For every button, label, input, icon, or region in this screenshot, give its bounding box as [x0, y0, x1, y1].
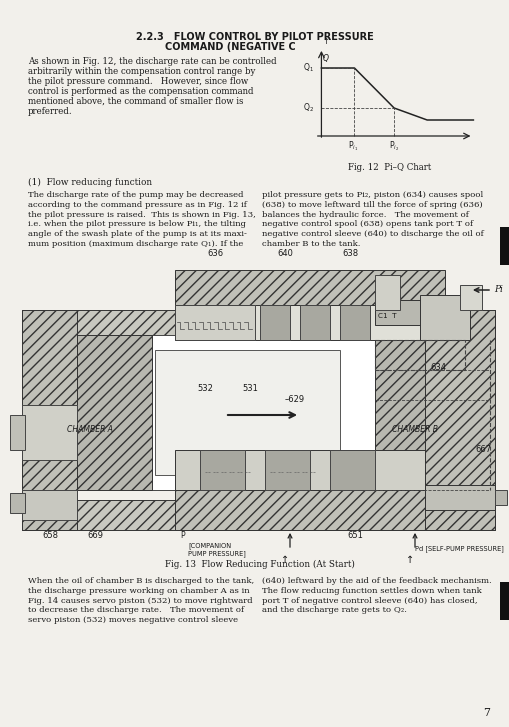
Text: ↑: ↑	[321, 37, 328, 47]
Bar	[22, 500, 494, 530]
Text: 638: 638	[341, 249, 357, 258]
Bar	[419, 295, 469, 340]
Text: Q$_1$: Q$_1$	[302, 62, 313, 74]
Text: negative control spool (638) opens tank port T of: negative control spool (638) opens tank …	[262, 220, 472, 228]
Text: the discharge pressure working on chamber A as in: the discharge pressure working on chambe…	[28, 587, 249, 595]
Text: balances the hydraulic force.   The movement of: balances the hydraulic force. The moveme…	[262, 211, 468, 219]
Text: DISCHARGE: DISCHARGE	[295, 85, 338, 91]
Text: ↑: ↑	[405, 555, 413, 565]
Text: (640) leftward by the aid of the feedback mechanism.: (640) leftward by the aid of the feedbac…	[262, 577, 491, 585]
Text: servo piston (532) moves negative control sleeve: servo piston (532) moves negative contro…	[28, 616, 238, 624]
Text: 658: 658	[42, 531, 58, 540]
Bar	[10, 415, 25, 450]
Text: Fig. 13  Flow Reducing Function (At Start): Fig. 13 Flow Reducing Function (At Start…	[165, 560, 354, 569]
Text: The discharge rate of the pump may be decreased: The discharge rate of the pump may be de…	[28, 191, 243, 199]
Bar	[499, 227, 509, 265]
Text: 634: 634	[429, 364, 445, 372]
Text: CHAMBER B: CHAMBER B	[391, 425, 437, 435]
Bar	[424, 485, 494, 510]
Text: ↑: ↑	[280, 555, 289, 565]
Bar	[459, 285, 481, 310]
Text: Fig. 12  Pi–Q Chart: Fig. 12 Pi–Q Chart	[348, 163, 431, 172]
Bar	[155, 350, 340, 475]
Text: P$_{i_2}$: P$_{i_2}$	[388, 139, 399, 153]
Text: PILOT PRESSURE Pi  →: PILOT PRESSURE Pi →	[347, 153, 431, 162]
Text: angle of the swash plate of the pump is at its maxi-: angle of the swash plate of the pump is …	[28, 230, 246, 238]
Text: As shown in Fig. 12, the discharge rate can be controlled: As shown in Fig. 12, the discharge rate …	[28, 57, 276, 66]
Text: negative control sleeve (640) to discharge the oil of: negative control sleeve (640) to dischar…	[262, 230, 483, 238]
Bar	[374, 300, 469, 325]
Text: RATE: RATE	[295, 94, 314, 100]
Bar	[424, 310, 494, 530]
Text: P$_{i_1}$: P$_{i_1}$	[347, 139, 357, 153]
Bar	[175, 305, 444, 340]
Text: 640: 640	[276, 249, 292, 258]
Text: pilot pressure gets to Pi₂, piston (634) causes spool: pilot pressure gets to Pi₂, piston (634)…	[262, 191, 483, 199]
Text: the pilot pressure command.   However, since flow: the pilot pressure command. However, sin…	[28, 77, 248, 86]
Text: Pi: Pi	[493, 286, 502, 294]
Bar	[374, 335, 424, 490]
Bar	[22, 490, 77, 520]
Text: PUMP PRESSURE]: PUMP PRESSURE]	[188, 550, 245, 557]
Text: Q$_2$: Q$_2$	[302, 102, 313, 114]
Text: CHAMBER A: CHAMBER A	[67, 425, 113, 435]
Bar	[22, 405, 77, 460]
Text: mentioned above, the command of smaller flow is: mentioned above, the command of smaller …	[28, 97, 243, 106]
Text: port T of negative control sleeve (640) has closed,: port T of negative control sleeve (640) …	[262, 597, 477, 605]
Text: Q: Q	[322, 55, 328, 63]
Text: chamber B to the tank.: chamber B to the tank.	[262, 240, 360, 248]
Bar	[22, 310, 77, 530]
Text: –629: –629	[285, 395, 304, 404]
Text: 532: 532	[196, 384, 213, 393]
Bar	[10, 493, 25, 513]
Text: 651: 651	[347, 531, 362, 540]
Text: 667: 667	[474, 446, 490, 454]
Text: arbitrarily within the compensation control range by: arbitrarily within the compensation cont…	[28, 67, 255, 76]
Bar	[200, 450, 244, 490]
Text: (1)  Flow reducing function: (1) Flow reducing function	[28, 178, 152, 187]
Text: i.e. when the pilot pressure is below Pi₁, the tilting: i.e. when the pilot pressure is below Pi…	[28, 220, 245, 228]
Text: 531: 531	[242, 384, 258, 393]
Text: When the oil of chamber B is discharged to the tank,: When the oil of chamber B is discharged …	[28, 577, 254, 585]
Text: The flow reducing function settles down when tank: The flow reducing function settles down …	[262, 587, 481, 595]
Bar	[499, 582, 509, 620]
Text: 2.2.3   FLOW CONTROL BY PILOT PRESSURE: 2.2.3 FLOW CONTROL BY PILOT PRESSURE	[136, 32, 373, 42]
Bar	[340, 305, 369, 340]
Text: control is performed as the compensation command: control is performed as the compensation…	[28, 87, 253, 96]
Bar	[77, 335, 152, 490]
Text: Fig. 14 causes servo piston (532) to move rightward: Fig. 14 causes servo piston (532) to mov…	[28, 597, 252, 605]
Bar	[22, 310, 494, 340]
Text: P: P	[180, 531, 185, 540]
Text: and the discharge rate gets to Q₂.: and the discharge rate gets to Q₂.	[262, 606, 406, 614]
Text: 636: 636	[207, 249, 222, 258]
Bar	[329, 450, 374, 490]
Text: to decrease the discharge rate.   The movement of: to decrease the discharge rate. The move…	[28, 606, 244, 614]
Bar	[265, 450, 309, 490]
Bar	[260, 305, 290, 340]
Bar	[299, 305, 329, 340]
Text: 7: 7	[482, 708, 489, 718]
Text: Pd [SELF-PUMP PRESSURE]: Pd [SELF-PUMP PRESSURE]	[414, 545, 503, 552]
Text: 669: 669	[87, 531, 103, 540]
Bar	[175, 305, 254, 340]
Text: preferred.: preferred.	[28, 107, 72, 116]
Text: the pilot pressure is raised.  This is shown in Fig. 13,: the pilot pressure is raised. This is sh…	[28, 211, 256, 219]
Bar	[374, 275, 399, 310]
Bar	[374, 340, 464, 370]
Text: mum position (maximum discharge rate Q₁). If the: mum position (maximum discharge rate Q₁)…	[28, 240, 243, 248]
Text: C1  T: C1 T	[377, 313, 395, 319]
Text: COMMAND (NEGATIVE CONTROL): COMMAND (NEGATIVE CONTROL)	[164, 42, 345, 52]
Text: according to the command pressure as in Fig. 12 if: according to the command pressure as in …	[28, 201, 246, 209]
Bar	[175, 450, 424, 490]
Text: [COMPANION: [COMPANION	[188, 542, 231, 549]
Bar	[130, 335, 374, 490]
Bar	[175, 270, 444, 305]
Bar	[175, 490, 424, 530]
Bar	[494, 490, 506, 505]
Text: (638) to move leftward till the force of spring (636): (638) to move leftward till the force of…	[262, 201, 482, 209]
